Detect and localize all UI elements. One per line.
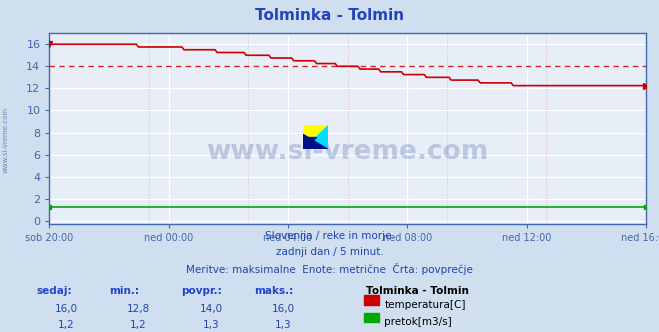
Text: povpr.:: povpr.: (181, 286, 222, 295)
Text: pretok[m3/s]: pretok[m3/s] (384, 317, 452, 327)
Text: 1,3: 1,3 (275, 320, 292, 330)
Polygon shape (303, 137, 316, 149)
Text: min.:: min.: (109, 286, 139, 295)
Polygon shape (303, 124, 328, 149)
Text: 14,0: 14,0 (199, 304, 223, 314)
Text: www.si-vreme.com: www.si-vreme.com (2, 106, 9, 173)
Text: 16,0: 16,0 (272, 304, 295, 314)
Text: maks.:: maks.: (254, 286, 293, 295)
Text: Tolminka - Tolmin: Tolminka - Tolmin (255, 8, 404, 23)
Text: zadnji dan / 5 minut.: zadnji dan / 5 minut. (275, 247, 384, 257)
Text: 12,8: 12,8 (127, 304, 150, 314)
Text: 1,2: 1,2 (130, 320, 147, 330)
Text: 1,3: 1,3 (202, 320, 219, 330)
Polygon shape (303, 134, 328, 149)
Text: sedaj:: sedaj: (36, 286, 72, 295)
Text: Meritve: maksimalne  Enote: metrične  Črta: povprečje: Meritve: maksimalne Enote: metrične Črta… (186, 263, 473, 275)
Polygon shape (303, 124, 328, 149)
Text: temperatura[C]: temperatura[C] (384, 300, 466, 310)
Text: www.si-vreme.com: www.si-vreme.com (206, 138, 489, 165)
Text: 1,2: 1,2 (57, 320, 74, 330)
Text: Slovenija / reke in morje.: Slovenija / reke in morje. (264, 231, 395, 241)
Text: Tolminka - Tolmin: Tolminka - Tolmin (366, 286, 469, 295)
Text: 16,0: 16,0 (54, 304, 78, 314)
